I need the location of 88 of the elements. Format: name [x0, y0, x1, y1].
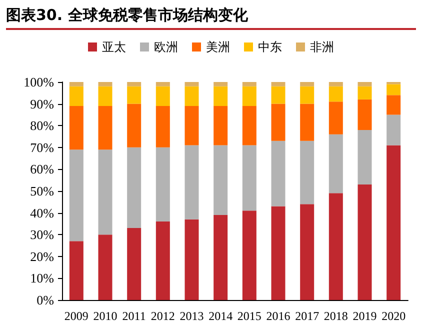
bar: [69, 106, 84, 150]
legend-label: 非洲: [310, 40, 334, 54]
bar: [386, 95, 401, 115]
bar: [271, 206, 286, 300]
y-tick-label: 90%: [30, 96, 54, 112]
bar: [69, 82, 84, 86]
x-tick-label: 2019: [352, 309, 377, 323]
bar: [184, 145, 199, 220]
x-tick-label: 2018: [324, 309, 348, 323]
bar: [300, 204, 314, 300]
bar: [98, 150, 112, 235]
bar: [300, 140, 314, 204]
bar: [184, 106, 199, 146]
bar: [358, 82, 372, 86]
x-tick-label: 2013: [180, 309, 204, 323]
bar: [328, 102, 343, 134]
bar: [69, 241, 84, 300]
legend-label: 亚太: [102, 40, 126, 54]
bar: [98, 106, 112, 150]
bar: [214, 214, 228, 300]
y-tick-label: 30%: [30, 227, 54, 242]
bar: [300, 104, 314, 141]
chart-title: 图表30. 全球免税零售市场结构变化: [6, 6, 416, 30]
bar: [242, 82, 256, 86]
y-tick-label: 70%: [30, 140, 54, 155]
bar: [328, 193, 343, 300]
bar: [127, 104, 142, 148]
y-tick-label: 100%: [24, 74, 54, 90]
y-tick-label: 10%: [30, 270, 54, 286]
bar: [156, 147, 170, 222]
legend-label: 美洲: [206, 40, 230, 54]
bar: [242, 106, 256, 146]
bar: [358, 184, 372, 300]
bar: [69, 150, 84, 242]
x-tick-label: 2011: [122, 309, 146, 323]
y-tick-label: 80%: [30, 118, 54, 134]
bar: [214, 86, 228, 106]
bar: [156, 106, 170, 148]
bar: [156, 86, 170, 106]
bar: [69, 86, 84, 106]
bar: [214, 106, 228, 146]
bar: [242, 145, 256, 211]
bar: [271, 86, 286, 104]
bar: [358, 130, 372, 184]
bar: [328, 134, 343, 194]
bar: [328, 82, 343, 86]
x-tick-label: 2009: [64, 309, 88, 323]
bar: [386, 114, 401, 146]
x-tick-label: 2012: [150, 309, 175, 323]
bar: [214, 82, 228, 86]
bar: [386, 84, 401, 96]
bar: [328, 86, 343, 102]
y-tick-label: 60%: [30, 162, 54, 177]
y-tick-label: 20%: [30, 248, 54, 264]
legend-label: 中东: [258, 40, 282, 54]
bar: [271, 140, 286, 206]
y-tick-label: 50%: [30, 184, 54, 198]
bar: [300, 86, 314, 104]
bar: [271, 104, 286, 141]
bar: [300, 82, 314, 86]
bar: [386, 145, 401, 300]
x-tick-label: 2014: [208, 309, 233, 323]
x-tick-label: 2016: [266, 309, 290, 323]
legend-label: 欧洲: [154, 40, 178, 54]
x-tick-label: 2020: [382, 309, 406, 323]
bar: [127, 86, 142, 104]
bar: [184, 219, 199, 300]
bar: [98, 82, 112, 86]
bar: [156, 82, 170, 86]
bar: [214, 145, 228, 215]
x-tick-label: 2017: [295, 309, 320, 323]
x-tick-label: 2010: [93, 309, 118, 323]
bar: [242, 86, 256, 106]
bar: [156, 222, 170, 300]
bar: [184, 82, 199, 86]
bar: [358, 86, 372, 100]
bar: [242, 210, 256, 300]
bar: [127, 82, 142, 86]
x-tick-label: 2015: [237, 309, 262, 323]
y-tick-label: 0%: [36, 292, 54, 308]
bar: [127, 147, 142, 228]
bar: [98, 234, 112, 300]
bar: [127, 228, 142, 300]
bar: [271, 82, 286, 86]
y-tick-label: 40%: [30, 205, 54, 220]
bar: [98, 86, 112, 106]
bar: [358, 99, 372, 130]
bar: [184, 86, 199, 106]
